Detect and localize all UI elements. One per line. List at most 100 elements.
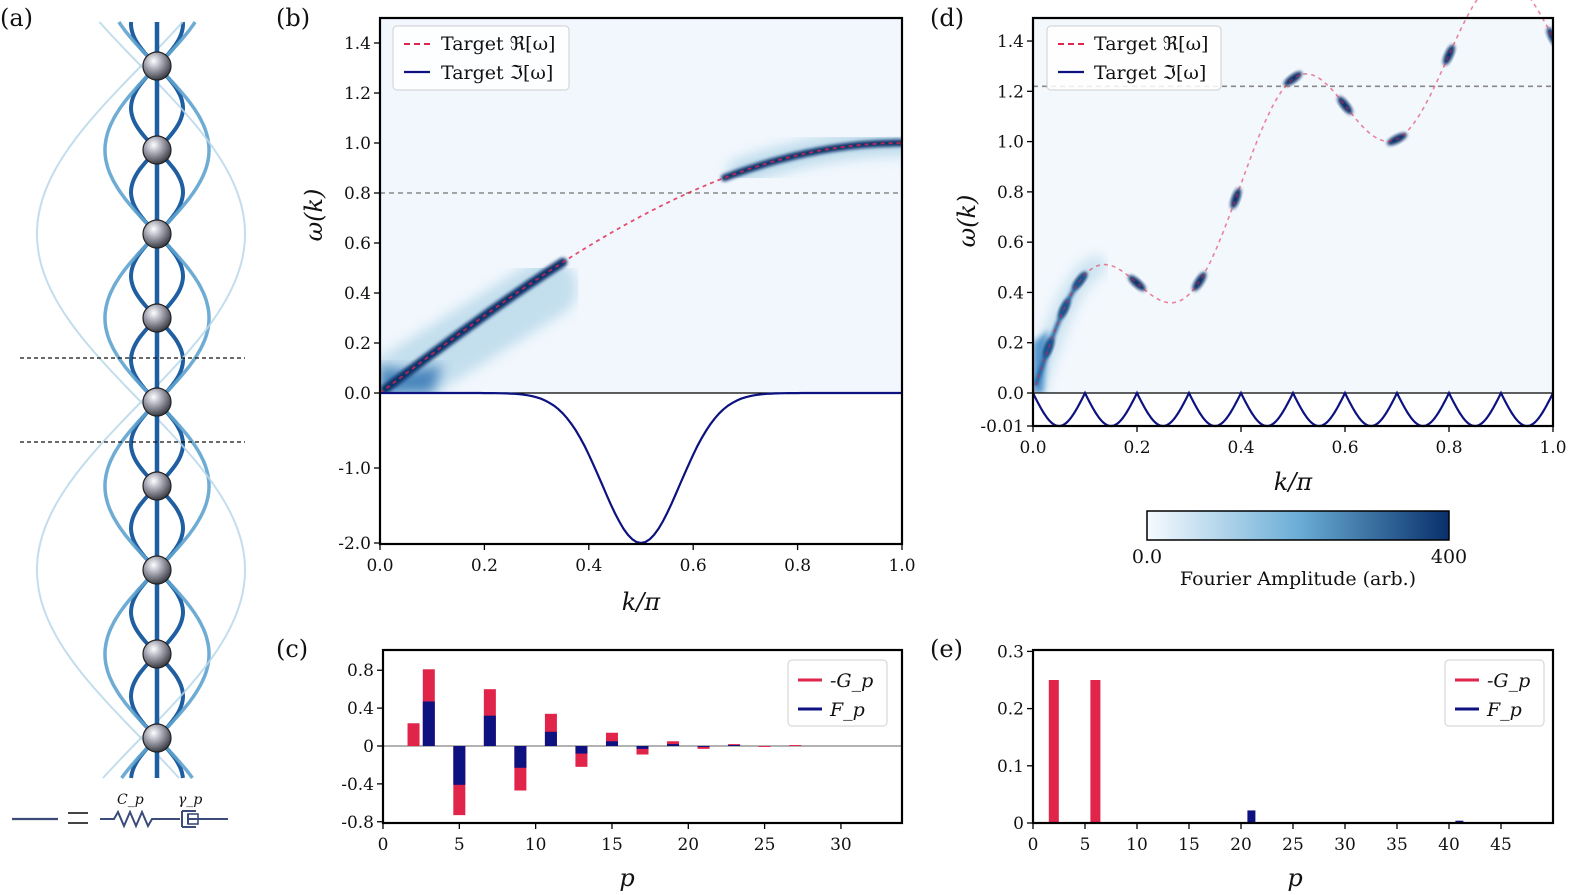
masses xyxy=(142,51,172,753)
panel-b-label: (b) xyxy=(276,4,310,32)
damping-label: γ_p xyxy=(178,792,202,808)
target-real-curve xyxy=(1032,0,1554,394)
bar-negG xyxy=(1090,680,1101,823)
ytick-label: 1.2 xyxy=(997,82,1024,102)
imag-region-background xyxy=(1033,393,1553,426)
ytick-label: 0.4 xyxy=(997,283,1024,303)
mass-ball xyxy=(142,51,172,81)
xtick-label: 0 xyxy=(378,835,389,855)
ytick-label: 0.6 xyxy=(344,234,371,254)
bar-F xyxy=(636,746,649,749)
bar-F xyxy=(453,746,466,785)
ytick-label: 0.0 xyxy=(344,384,371,404)
legend-F-label: F_p xyxy=(829,699,865,721)
ytick-label: -2.0 xyxy=(338,534,371,554)
legend-box xyxy=(392,25,570,91)
xtick-label: 5 xyxy=(454,835,465,855)
ytick-label: -1.0 xyxy=(338,459,371,479)
colorbar: 0.0 400 Fourier Amplitude (arb.) xyxy=(1132,510,1467,590)
ytick-label: 1.4 xyxy=(344,34,371,54)
ytick-label: 0.0 xyxy=(997,384,1024,404)
bar-negG xyxy=(407,723,420,746)
ytick-label: -0.4 xyxy=(341,775,374,795)
ytick-label: 0.1 xyxy=(997,757,1024,777)
legend-negG-label: -G_p xyxy=(1487,670,1530,692)
panel-d-legend: Target ℜ[ω] Target ℑ[ω] xyxy=(1046,25,1222,91)
panel-e-xlabel: p xyxy=(1287,864,1302,892)
legend-F-label: F_p xyxy=(1486,699,1522,721)
ytick-label: 1.4 xyxy=(997,32,1024,52)
capacitance-label: C_p xyxy=(117,792,144,808)
colorbar-min-label: 0.0 xyxy=(1132,546,1162,568)
xtick-label: 0.0 xyxy=(366,556,393,576)
bar-F xyxy=(422,701,435,746)
legend-negG-label: -G_p xyxy=(830,670,873,692)
damper-icon xyxy=(181,810,228,828)
ytick-label: 0 xyxy=(363,737,374,757)
xtick-label: 0.6 xyxy=(1331,438,1358,458)
bar-negG xyxy=(697,746,710,749)
panel-d: (d) -0.010.00.20.40.60.81.01.21.4 0.0 0.2… xyxy=(930,0,1567,496)
ytick-label: 0.8 xyxy=(997,183,1024,203)
ytick-label: 0.8 xyxy=(347,661,374,681)
target-real-curve xyxy=(379,142,903,394)
panel-e-bars xyxy=(1048,680,1464,823)
panel-b-xlabel: k/π xyxy=(622,588,662,616)
xtick-label: 45 xyxy=(1490,835,1512,855)
panel-a-label: (a) xyxy=(0,4,33,32)
xtick-label: 0.8 xyxy=(784,556,811,576)
xtick-label: 0.2 xyxy=(471,556,498,576)
legend-box xyxy=(1046,25,1222,91)
ytick-label: 0.4 xyxy=(344,284,371,304)
panel-c: (c) 0.8 0.4 0 -0.4 -0.8 0 5 10 15 20 25 30 p -G_p … xyxy=(276,635,904,892)
bar-F xyxy=(514,746,527,768)
coupling-strands xyxy=(36,21,246,780)
mass-ball xyxy=(142,555,172,585)
ytick-label: -0.01 xyxy=(980,417,1024,437)
bar-F xyxy=(1247,810,1256,823)
panel-b-legend: Target ℜ[ω] Target ℑ[ω] xyxy=(392,25,570,91)
xtick-label: 0.6 xyxy=(680,556,707,576)
panel-d-xlabel: k/π xyxy=(1274,468,1314,496)
ytick-label: 0.3 xyxy=(997,642,1024,662)
panel-d-frame xyxy=(1031,16,1555,428)
xtick-label: 10 xyxy=(525,835,547,855)
ytick-label: 1.2 xyxy=(344,84,371,104)
mass-ball xyxy=(142,219,172,249)
panel-c-label: (c) xyxy=(276,635,308,663)
panel-c-yticks: 0.8 0.4 0 -0.4 -0.8 xyxy=(341,661,383,833)
xtick-label: 1.0 xyxy=(888,556,915,576)
panel-b-xticks: 0.0 0.2 0.4 0.6 0.8 1.0 xyxy=(366,544,916,576)
bar-negG xyxy=(667,741,680,746)
bar-F xyxy=(697,746,710,747)
mass-ball xyxy=(142,723,172,753)
coupling-strand xyxy=(36,21,246,779)
panel-d-xticks: 0.0 0.2 0.4 0.6 0.8 1.0 xyxy=(1019,426,1567,458)
panel-c-frame xyxy=(381,648,904,825)
xtick-label: 1.0 xyxy=(1539,438,1566,458)
panel-c-xticks: 0 5 10 15 20 25 30 xyxy=(378,823,852,855)
mass-ball xyxy=(142,135,172,165)
xtick-label: 0.4 xyxy=(1227,438,1254,458)
circuit-legend: C_p γ_p xyxy=(12,792,228,829)
panel-d-label: (d) xyxy=(930,4,964,32)
colorbar-gradient xyxy=(1146,510,1450,541)
band-high xyxy=(721,139,902,182)
imag-region-background xyxy=(380,393,902,544)
bar-F xyxy=(544,731,557,746)
xtick-label: 30 xyxy=(1334,835,1356,855)
xtick-label: 30 xyxy=(830,835,852,855)
xtick-label: 15 xyxy=(601,835,623,855)
panel-e-label: (e) xyxy=(930,635,963,663)
mass-ball xyxy=(142,303,172,333)
panel-c-bars xyxy=(407,669,802,816)
mass-ball xyxy=(142,387,172,417)
panel-d-ylabel: ω(k) xyxy=(953,195,981,248)
legend-imag-label: Target ℑ[ω] xyxy=(1094,62,1206,84)
colorbar-title: Fourier Amplitude (arb.) xyxy=(1180,568,1416,590)
ytick-label: 0.8 xyxy=(344,184,371,204)
ytick-label: 0.2 xyxy=(344,334,371,354)
xtick-label: 0.2 xyxy=(1123,438,1150,458)
damper-piston-icon xyxy=(187,813,199,825)
